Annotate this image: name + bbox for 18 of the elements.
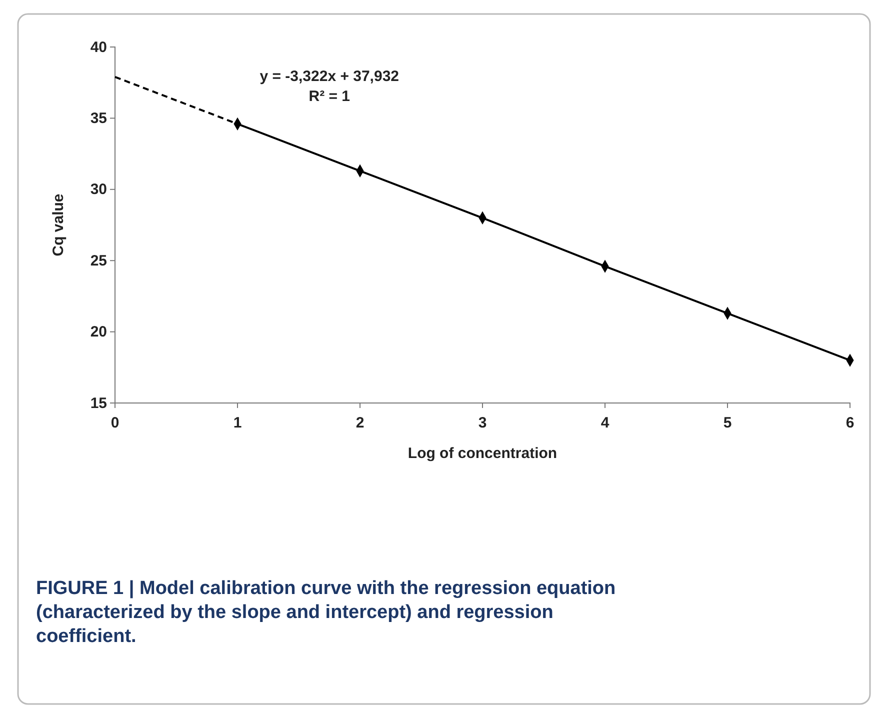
x-tick-label: 5 bbox=[723, 414, 732, 432]
annotation: y = -3,322x + 37,932 bbox=[260, 68, 400, 86]
y-axis-title: Cq value bbox=[50, 194, 67, 256]
x-tick-label: 1 bbox=[233, 414, 242, 432]
y-tick-label: 30 bbox=[90, 181, 107, 198]
x-tick-label: 3 bbox=[478, 414, 487, 432]
y-tick-label: 20 bbox=[90, 324, 107, 341]
x-axis-title: Log of concentration bbox=[408, 445, 558, 462]
x-tick-label: 6 bbox=[846, 414, 854, 432]
annotation: R² = 1 bbox=[308, 88, 350, 106]
x-tick-label: 4 bbox=[600, 414, 610, 432]
y-tick-label: 40 bbox=[90, 38, 107, 56]
y-tick-label: 25 bbox=[90, 252, 107, 270]
x-tick-label: 2 bbox=[356, 414, 364, 432]
caption: FIGURE 1 | Model calibration curve with the regression equation (characterized by the slope and intercept) and regression coefficient. bbox=[36, 577, 617, 649]
y-tick-label: 35 bbox=[90, 110, 107, 127]
x-tick-label: 0 bbox=[110, 414, 120, 432]
y-tick-label: 15 bbox=[90, 394, 107, 412]
